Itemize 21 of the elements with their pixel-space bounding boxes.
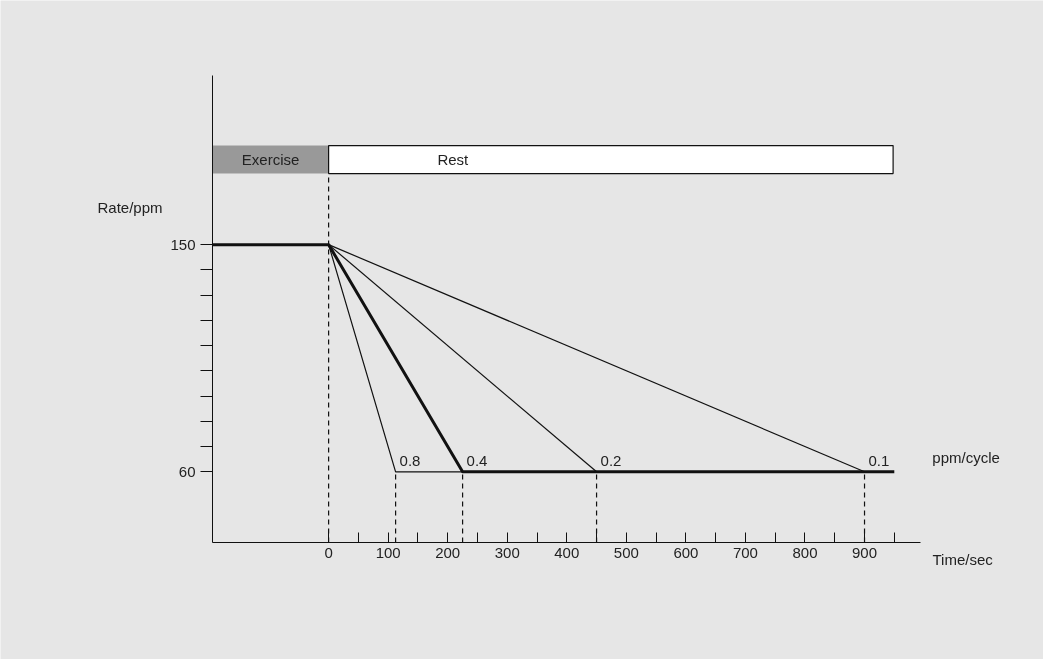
x-tick-label: 400 <box>554 543 580 561</box>
series-label: 0.8 <box>399 451 421 469</box>
text: ppm/cycle <box>932 448 1000 466</box>
x-axis-title: Time/sec <box>932 550 994 568</box>
x-tick-label: 600 <box>673 543 699 561</box>
series-label: 0.4 <box>466 451 488 469</box>
series-label: 0.1 <box>868 451 890 469</box>
series-label: 0.2 <box>600 451 622 469</box>
y-tick-label: 60 <box>178 462 196 480</box>
y-axis-title: Rate/ppm <box>97 198 163 216</box>
x-tick-label: 0 <box>324 543 333 561</box>
x-tick-label: 200 <box>435 543 461 561</box>
x-tick-label: 500 <box>613 543 639 561</box>
x-tick-label: 100 <box>375 543 401 561</box>
band-label: Exercise <box>241 151 300 169</box>
x-tick-label: 900 <box>852 543 878 561</box>
x-tick-label: 700 <box>732 543 758 561</box>
y-tick-label: 150 <box>170 235 196 253</box>
band-label: Rest <box>437 151 470 169</box>
x-tick-label: 300 <box>494 543 520 561</box>
x-tick-label: 800 <box>792 543 818 561</box>
